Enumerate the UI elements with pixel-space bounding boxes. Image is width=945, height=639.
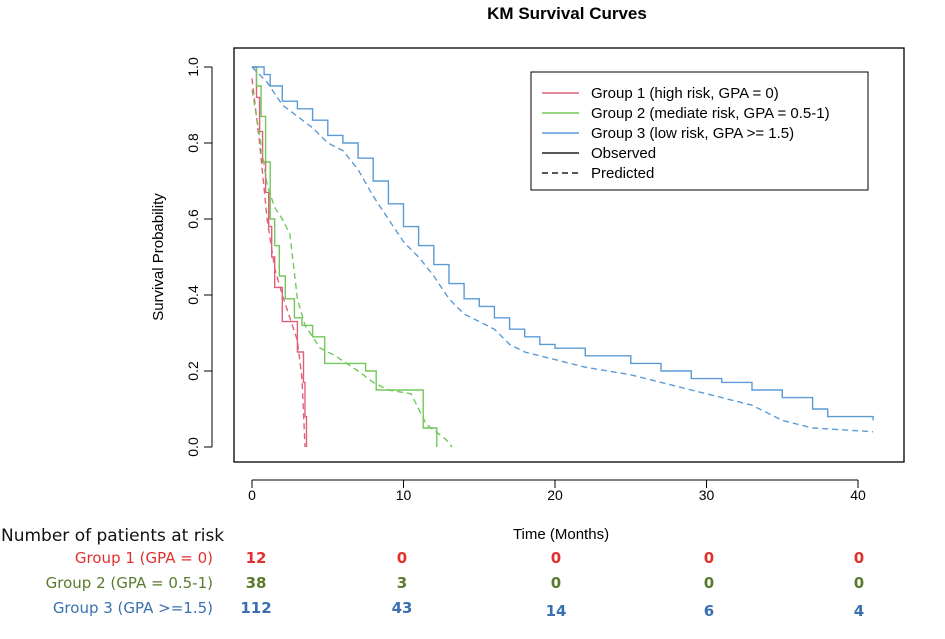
y-tick-label: 0.2 (185, 361, 201, 381)
risk-count: 0 (704, 549, 714, 567)
legend-entry-label: Group 2 (mediate risk, GPA = 0.5-1) (591, 105, 830, 122)
risk-count: 6 (704, 602, 714, 620)
y-tick-label: 0.0 (185, 437, 201, 457)
risk-count: 38 (246, 574, 267, 592)
risk-count: 0 (854, 549, 864, 567)
plot-frame (233, 47, 905, 463)
series-group (251, 66, 874, 448)
series-line-group3-predicted (251, 66, 874, 433)
x-tick-label: 30 (699, 487, 715, 503)
risk-count: 0 (854, 574, 864, 592)
x-tick-label: 0 (248, 487, 256, 503)
legend-entry-label: Group 1 (high risk, GPA = 0) (591, 85, 779, 102)
risk-row-label: Group 1 (GPA = 0) (75, 549, 213, 567)
y-tick-label: 1.0 (185, 57, 201, 77)
risk-row-label: Group 3 (GPA >=1.5) (53, 599, 213, 617)
y-axis-label: Survival Probability (150, 193, 167, 321)
y-tick-label: 0.8 (185, 133, 201, 153)
x-axis-label: Time (Months) (513, 526, 609, 543)
legend-entry-label: Observed (591, 145, 656, 162)
risk-count: 0 (397, 549, 407, 567)
legend-box (530, 71, 869, 191)
x-tick-label: 40 (850, 487, 866, 503)
risk-table-heading: Number of patients at risk (1, 526, 224, 546)
risk-count: 112 (240, 599, 271, 617)
x-tick-label: 20 (547, 487, 563, 503)
risk-row-label: Group 2 (GPA = 0.5-1) (46, 574, 213, 592)
x-tick-label: 10 (396, 487, 412, 503)
risk-count: 4 (854, 602, 864, 620)
y-tick-label: 0.6 (185, 209, 201, 229)
risk-count: 0 (704, 574, 714, 592)
series-line-group2-predicted (251, 89, 453, 448)
risk-count: 0 (551, 574, 561, 592)
y-tick-label: 0.4 (185, 285, 201, 305)
series-line-group3-observed (252, 66, 874, 421)
series-line-group2-observed (252, 66, 438, 447)
risk-count: 12 (246, 549, 267, 567)
series-line-group1-predicted (251, 78, 306, 448)
risk-count: 3 (397, 574, 407, 592)
chart-title: KM Survival Curves (487, 4, 647, 23)
legend-entry-label: Group 3 (low risk, GPA >= 1.5) (591, 125, 794, 142)
risk-count: 43 (392, 599, 413, 617)
risk-count: 0 (551, 549, 561, 567)
legend-entry-label: Predicted (591, 165, 654, 182)
risk-count: 14 (546, 602, 567, 620)
